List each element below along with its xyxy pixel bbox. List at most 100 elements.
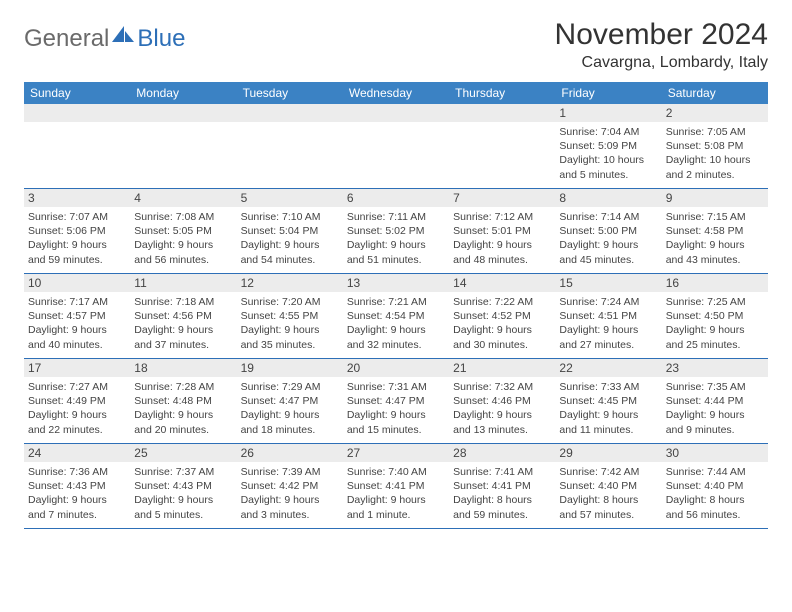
day-cell: 27Sunrise: 7:40 AMSunset: 4:41 PMDayligh… — [343, 444, 449, 528]
daylight-line: Daylight: 9 hours and 22 minutes. — [28, 408, 126, 436]
sunset-line: Sunset: 4:50 PM — [666, 309, 764, 323]
week-row: 17Sunrise: 7:27 AMSunset: 4:49 PMDayligh… — [24, 359, 768, 444]
daylight-line: Daylight: 9 hours and 51 minutes. — [347, 238, 445, 266]
day-number: 27 — [343, 444, 449, 462]
day-cell: 25Sunrise: 7:37 AMSunset: 4:43 PMDayligh… — [130, 444, 236, 528]
day-number: 1 — [555, 104, 661, 122]
day-cell: 24 Sunrise: 7:36 AMSunset: 4:43 PMDayligh… — [24, 444, 130, 528]
calendar-body: .....1Sunrise: 7:04 AMSunset: 5:09 PMDay… — [24, 104, 768, 529]
day-cell: . — [449, 104, 555, 188]
sunrise-line: Sunrise: 7:11 AM — [347, 210, 445, 224]
sunset-line: Sunset: 5:08 PM — [666, 139, 764, 153]
logo-text-general: General — [24, 25, 109, 53]
sunrise-line: Sunrise: 7:39 AM — [241, 465, 339, 479]
day-cell: 29Sunrise: 7:42 AMSunset: 4:40 PMDayligh… — [555, 444, 661, 528]
sunrise-line: Sunrise: 7:12 AM — [453, 210, 551, 224]
day-number: 25 — [130, 444, 236, 462]
sail-icon — [112, 24, 134, 49]
month-title: November 2024 — [555, 18, 768, 52]
sunset-line: Sunset: 4:40 PM — [666, 479, 764, 493]
day-cell: 7Sunrise: 7:12 AMSunset: 5:01 PMDaylight… — [449, 189, 555, 273]
day-number: 9 — [662, 189, 768, 207]
sunset-line: Sunset: 4:41 PM — [347, 479, 445, 493]
sunrise-line: Sunrise: 7:28 AM — [134, 380, 232, 394]
day-cell: 30Sunrise: 7:44 AMSunset: 4:40 PMDayligh… — [662, 444, 768, 528]
day-cell: 26Sunrise: 7:39 AMSunset: 4:42 PMDayligh… — [237, 444, 343, 528]
sunrise-line: Sunrise: 7:35 AM — [666, 380, 764, 394]
sunset-line: Sunset: 4:41 PM — [453, 479, 551, 493]
daylight-line: Daylight: 9 hours and 48 minutes. — [453, 238, 551, 266]
day-cell: 15Sunrise: 7:24 AMSunset: 4:51 PMDayligh… — [555, 274, 661, 358]
daylight-line: Daylight: 9 hours and 1 minute. — [347, 493, 445, 521]
daylight-line: Daylight: 9 hours and 3 minutes. — [241, 493, 339, 521]
sunrise-line: Sunrise: 7:36 AM — [28, 465, 126, 479]
sunset-line: Sunset: 4:47 PM — [347, 394, 445, 408]
daylight-line: Daylight: 9 hours and 30 minutes. — [453, 323, 551, 351]
day-cell: 28Sunrise: 7:41 AMSunset: 4:41 PMDayligh… — [449, 444, 555, 528]
day-cell: 17Sunrise: 7:27 AMSunset: 4:49 PMDayligh… — [24, 359, 130, 443]
day-cell: 21Sunrise: 7:32 AMSunset: 4:46 PMDayligh… — [449, 359, 555, 443]
day-cell: 16Sunrise: 7:25 AMSunset: 4:50 PMDayligh… — [662, 274, 768, 358]
daylight-line: Daylight: 9 hours and 32 minutes. — [347, 323, 445, 351]
sunrise-line: Sunrise: 7:10 AM — [241, 210, 339, 224]
daylight-line: Daylight: 9 hours and 7 minutes. — [28, 493, 126, 521]
day-cell: 23Sunrise: 7:35 AMSunset: 4:44 PMDayligh… — [662, 359, 768, 443]
day-number: 12 — [237, 274, 343, 292]
day-number: . — [343, 104, 449, 122]
day-number: 24 — [24, 444, 130, 462]
sunset-line: Sunset: 4:55 PM — [241, 309, 339, 323]
sunset-line: Sunset: 4:44 PM — [666, 394, 764, 408]
day-cell: 18Sunrise: 7:28 AMSunset: 4:48 PMDayligh… — [130, 359, 236, 443]
day-number: 21 — [449, 359, 555, 377]
day-number: 28 — [449, 444, 555, 462]
day-number: 5 — [237, 189, 343, 207]
day-number: 10 — [24, 274, 130, 292]
sunset-line: Sunset: 5:02 PM — [347, 224, 445, 238]
daylight-line: Daylight: 9 hours and 27 minutes. — [559, 323, 657, 351]
dow-cell: Wednesday — [343, 82, 449, 104]
sunset-line: Sunset: 4:43 PM — [134, 479, 232, 493]
day-cell: 1Sunrise: 7:04 AMSunset: 5:09 PMDaylight… — [555, 104, 661, 188]
week-row: 24Sunrise: 7:36 AMSunset: 4:43 PMDayligh… — [24, 444, 768, 529]
day-cell: . — [343, 104, 449, 188]
day-cell: . — [24, 104, 130, 188]
sunrise-line: Sunrise: 7:22 AM — [453, 295, 551, 309]
daylight-line: Daylight: 10 hours and 5 minutes. — [559, 153, 657, 181]
sunrise-line: Sunrise: 7:32 AM — [453, 380, 551, 394]
sunset-line: Sunset: 4:58 PM — [666, 224, 764, 238]
sunrise-line: Sunrise: 7:33 AM — [559, 380, 657, 394]
day-number: 18 — [130, 359, 236, 377]
sunrise-line: Sunrise: 7:41 AM — [453, 465, 551, 479]
dow-cell: Thursday — [449, 82, 555, 104]
day-cell: 5Sunrise: 7:10 AMSunset: 5:04 PMDaylight… — [237, 189, 343, 273]
day-cell: 11Sunrise: 7:18 AMSunset: 4:56 PMDayligh… — [130, 274, 236, 358]
sunset-line: Sunset: 4:48 PM — [134, 394, 232, 408]
daylight-line: Daylight: 9 hours and 9 minutes. — [666, 408, 764, 436]
sunset-line: Sunset: 4:42 PM — [241, 479, 339, 493]
day-number: 7 — [449, 189, 555, 207]
daylight-line: Daylight: 9 hours and 15 minutes. — [347, 408, 445, 436]
week-row: 3Sunrise: 7:07 AMSunset: 5:06 PMDaylight… — [24, 189, 768, 274]
sunrise-line: Sunrise: 7:18 AM — [134, 295, 232, 309]
day-number: . — [130, 104, 236, 122]
daylight-line: Daylight: 9 hours and 45 minutes. — [559, 238, 657, 266]
day-number: 20 — [343, 359, 449, 377]
sunset-line: Sunset: 4:40 PM — [559, 479, 657, 493]
day-cell: . — [237, 104, 343, 188]
sunset-line: Sunset: 5:05 PM — [134, 224, 232, 238]
daylight-line: Daylight: 9 hours and 54 minutes. — [241, 238, 339, 266]
daylight-line: Daylight: 10 hours and 2 minutes. — [666, 153, 764, 181]
sunrise-line: Sunrise: 7:04 AM — [559, 125, 657, 139]
sunrise-line: Sunrise: 7:25 AM — [666, 295, 764, 309]
day-number: 14 — [449, 274, 555, 292]
sunrise-line: Sunrise: 7:05 AM — [666, 125, 764, 139]
sunset-line: Sunset: 4:43 PM — [28, 479, 126, 493]
day-number: 13 — [343, 274, 449, 292]
title-block: November 2024 Cavargna, Lombardy, Italy — [555, 18, 768, 72]
day-cell: 19Sunrise: 7:29 AMSunset: 4:47 PMDayligh… — [237, 359, 343, 443]
day-cell: 3Sunrise: 7:07 AMSunset: 5:06 PMDaylight… — [24, 189, 130, 273]
sunset-line: Sunset: 4:54 PM — [347, 309, 445, 323]
sunrise-line: Sunrise: 7:31 AM — [347, 380, 445, 394]
dow-cell: Tuesday — [237, 82, 343, 104]
daylight-line: Daylight: 9 hours and 13 minutes. — [453, 408, 551, 436]
